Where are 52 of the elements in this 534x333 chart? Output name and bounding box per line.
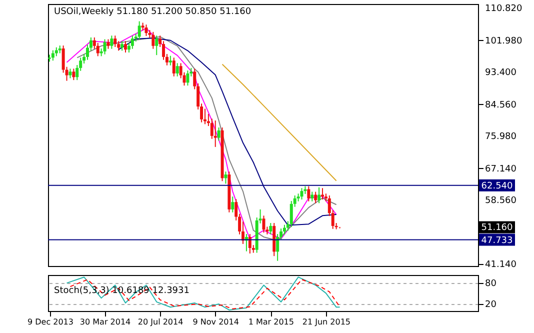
candlestick [130,35,134,50]
candlestick [68,68,72,79]
candlestick [224,171,228,184]
x-tick-label: 21 Jun 2015 [302,318,351,326]
candlestick [114,35,117,48]
candlestick [168,55,172,66]
candlestick [318,186,321,204]
x-tick-label: 9 Nov 2014 [192,318,239,326]
candlestick [300,188,304,200]
y-tick-label: 101.980 [485,36,522,46]
y-tick-label: 93.400 [485,68,517,78]
candlestick [314,191,318,204]
candlestick [120,40,124,52]
candlestick [217,126,220,142]
candlestick [124,40,128,54]
candlestick [138,20,141,40]
y-tick-label: 20 [485,300,497,310]
y-tick-label: 110.820 [485,4,522,14]
candlestick [231,196,234,213]
x-tick-label: 30 Mar 2014 [80,318,131,326]
candlestick [155,35,158,56]
ref-line-label: 62.540 [481,181,514,192]
candlestick [320,188,324,200]
candlestick [248,234,252,254]
y-tick-label: 84.560 [485,100,517,110]
x-tick-label: 1 Mar 2015 [248,318,294,326]
candlestick [51,50,54,62]
candlestick [103,38,106,55]
text: 51.160 [481,223,514,234]
candlestick [172,57,176,77]
candlestick [262,215,266,234]
y-tick-label: 58.560 [485,196,517,206]
y-tick-label: 67.140 [485,164,517,174]
candlestick [269,222,272,235]
chart-title: USOil,Weekly 51.180 51.200 50.850 51.160 [54,7,252,17]
candlestick [176,62,179,77]
y-tick-label: 41.140 [485,260,517,270]
y-tick-label: 80 [485,279,497,290]
candlestick [310,191,314,202]
candlestick [106,38,110,50]
x-tick-label: 20 Jul 2014 [138,318,184,326]
ref-line-label: 47.733 [481,236,513,246]
x-tick-label: 9 Dec 2013 [27,318,74,326]
candlestick [214,120,217,148]
line-series [222,64,337,182]
candlestick [307,186,310,202]
candlestick [186,70,190,86]
candlestick [152,31,155,50]
y-tick-label: 75.980 [485,132,517,142]
candlestick [144,24,148,36]
candlestick [72,68,76,81]
candlestick [110,35,114,50]
